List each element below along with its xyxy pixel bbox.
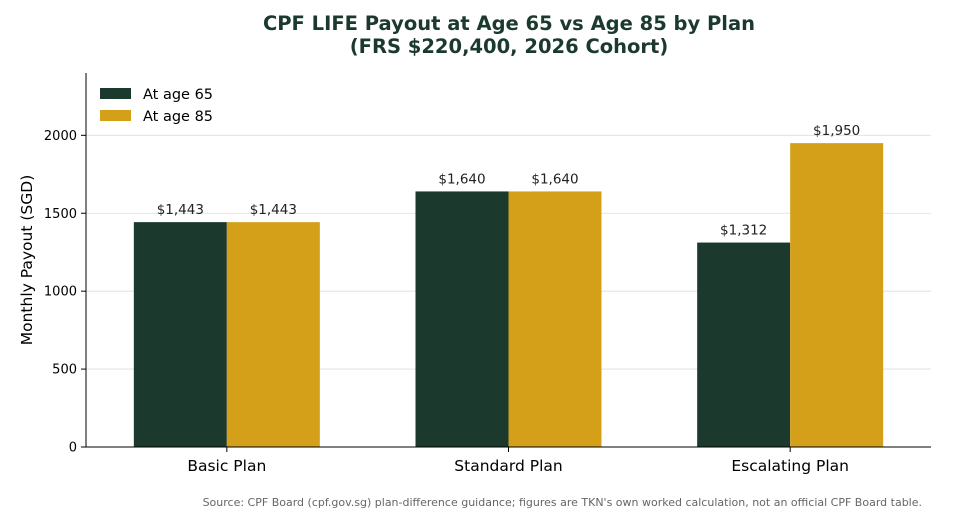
x-tick-label: Standard Plan	[454, 457, 562, 475]
y-tick-label: 1500	[44, 207, 77, 222]
x-tick-label: Escalating Plan	[731, 457, 849, 475]
y-tick-label: 500	[52, 363, 77, 378]
y-tick-label: 1000	[44, 285, 77, 300]
bar	[226, 222, 320, 447]
source-note: Source: CPF Board (cpf.gov.sg) plan-diff…	[202, 496, 922, 509]
y-axis-label: Monthly Payout (SGD)	[18, 175, 36, 346]
bar-value-label: $1,640	[531, 171, 578, 187]
axes: 0 500 1000 1500 2000 Basic Plan Standard Plan E…	[44, 73, 931, 475]
bars	[133, 143, 884, 447]
bar	[133, 222, 227, 447]
legend-swatch	[100, 110, 131, 121]
bar-value-label: $1,312	[720, 223, 767, 239]
bar-value-label: $1,443	[157, 202, 204, 218]
bar-value-label: $1,443	[250, 202, 297, 218]
data-labels: $1,443 $1,443 $1,640 $1,640 $1,312 $1,950	[157, 123, 861, 238]
bar	[415, 191, 509, 447]
bar-value-label: $1,640	[438, 171, 485, 187]
chart-subtitle: (FRS $220,400, 2026 Cohort)	[350, 35, 669, 58]
y-tick-label: 2000	[44, 129, 77, 144]
legend-swatch	[100, 88, 131, 99]
bar-value-label: $1,950	[813, 123, 860, 139]
legend-label: At age 85	[143, 109, 213, 125]
legend: At age 65 At age 85	[100, 87, 213, 125]
chart-title: CPF LIFE Payout at Age 65 vs Age 85 by P…	[263, 12, 755, 35]
bar	[790, 143, 884, 447]
legend-label: At age 65	[143, 87, 213, 103]
bar	[697, 242, 791, 447]
bar	[508, 191, 602, 447]
x-tick-label: Basic Plan	[187, 457, 266, 475]
y-tick-label: 0	[69, 441, 77, 456]
